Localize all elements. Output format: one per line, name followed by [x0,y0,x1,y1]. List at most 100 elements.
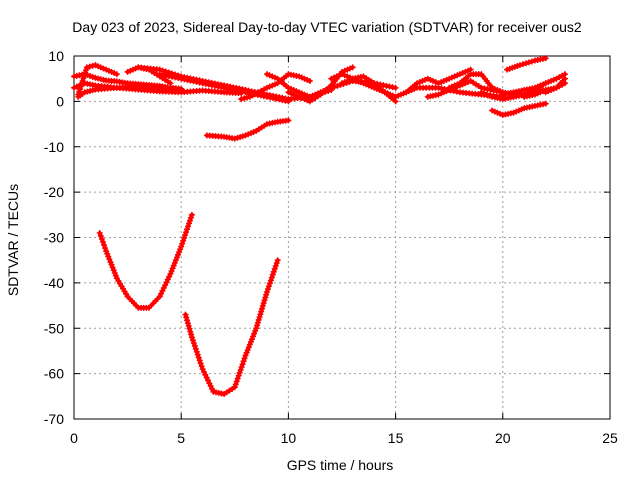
data-point [246,341,253,348]
data-point [187,328,194,335]
x-axis-title: GPS time / hours [287,457,394,473]
data-point [77,86,84,93]
data-point [285,117,292,124]
data-point [255,316,262,323]
y-tick-labels: -70 -60 -50 -40 -30 -20 -10 0 10 [44,48,64,427]
data-point [561,75,568,82]
y-tick-label: -40 [44,275,64,291]
series-track-9 [238,71,313,103]
series-track-3 [75,62,120,98]
y-tick-label: -20 [44,184,64,200]
data-point [259,302,266,309]
data-point [254,319,261,326]
data-point [106,256,113,263]
data-point [113,71,120,78]
data-point [187,214,194,221]
data-point [252,327,259,334]
y-tick-label: 10 [48,48,64,64]
x-tick-label: 5 [177,430,185,446]
data-point [193,348,200,355]
data-point [269,271,276,278]
data-point [184,317,191,324]
data-point [334,82,341,89]
data-point [263,288,270,295]
data-point [235,372,242,379]
data-point [241,355,248,362]
data-point [257,311,264,318]
data-point [111,269,118,276]
series-track-26 [96,211,195,311]
data-point [198,363,205,370]
data-point [110,267,117,274]
data-point [173,254,180,261]
data-point [81,72,88,79]
data-point [256,314,263,321]
data-point [245,344,252,351]
data-point [253,325,260,332]
data-point [525,59,532,66]
data-point [542,55,549,62]
data-point [188,331,195,338]
data-point [262,294,269,301]
data-point [264,286,271,293]
grid [74,56,610,419]
data-point [182,232,189,239]
data-point [107,259,114,266]
data-point [197,360,204,367]
data-point [238,96,245,103]
data-point [109,264,116,271]
data-point [233,378,240,385]
data-point [248,336,255,343]
data-point [519,61,526,68]
x-tick-labels: 0 5 10 15 20 25 [70,430,618,446]
x-tick-label: 25 [602,430,618,446]
data-point [267,277,274,284]
y-tick-label: -50 [44,320,64,336]
data-point [169,265,176,272]
data-point [240,358,247,365]
data-point [179,240,186,247]
data-point [105,253,112,260]
data-point [168,268,175,275]
series-track-4 [75,83,185,100]
data-point [232,381,239,388]
data-point [528,58,535,65]
data-point [266,280,273,287]
data-point [268,274,275,281]
data-point [196,357,203,364]
data-point [171,259,178,266]
y-tick-label: 0 [56,93,64,109]
data-point [274,257,281,264]
data-point [238,364,245,371]
data-point [239,361,246,368]
data-point [195,354,202,361]
data-point [271,265,278,272]
data-point [172,257,179,264]
data-point [273,260,280,267]
data-point [102,245,109,252]
data-point [243,94,250,101]
data-point [86,63,93,70]
series-track-25 [203,117,292,142]
data-point [258,308,265,315]
data-point [177,246,184,253]
data-point [522,60,529,67]
data-point [103,248,110,255]
data-point [188,334,195,341]
data-point [254,322,261,329]
data-point [259,305,266,312]
data-point [392,84,399,91]
data-point [78,80,85,87]
data-point [192,345,199,352]
data-point [185,223,192,230]
data-point [101,242,108,249]
data-point [243,349,250,356]
data-point [97,232,104,239]
data-point [231,384,238,391]
data-point [186,217,193,224]
data-point [170,262,177,269]
data-point [234,375,241,382]
y-tick-label: -10 [44,139,64,155]
data-point [542,100,549,107]
data-point [349,64,356,71]
